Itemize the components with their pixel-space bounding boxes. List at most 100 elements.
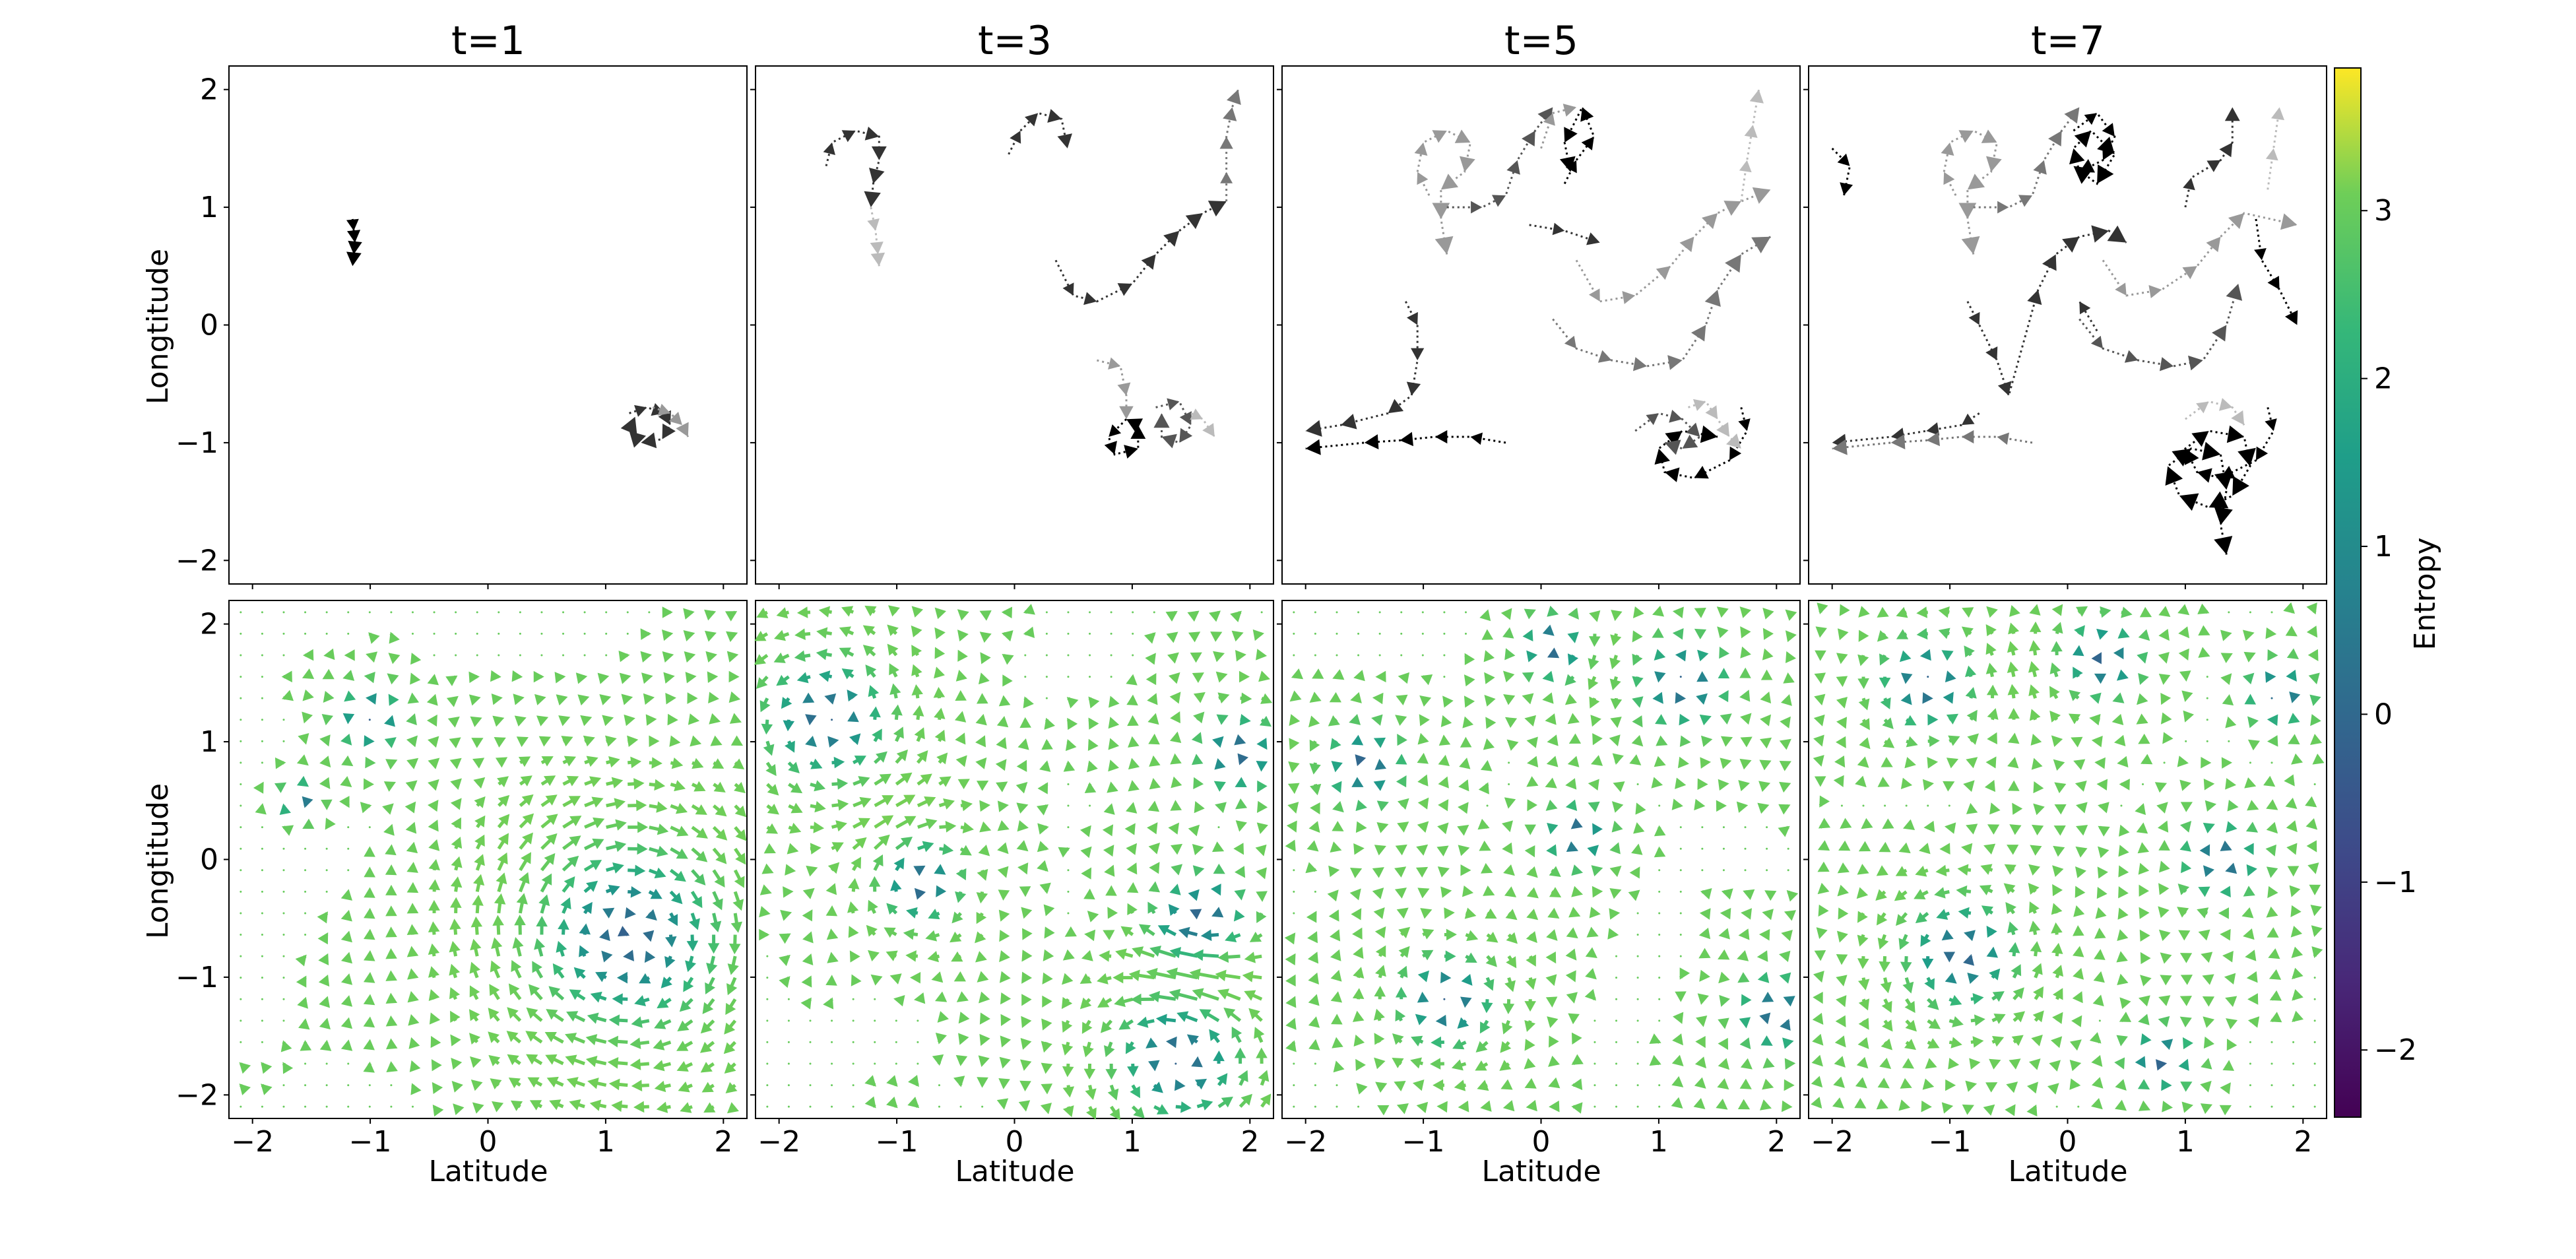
field-arrow-head [1210, 884, 1221, 896]
field-arrow-head [1375, 945, 1386, 957]
trajectory-arrow [1739, 160, 1752, 173]
field-arrow-head [1783, 996, 1795, 1007]
field-arrow-head [2005, 1104, 2016, 1116]
field-arrow-head [2154, 782, 2168, 793]
field-arrow-head [1415, 866, 1429, 878]
field-arrow-head [525, 1031, 538, 1042]
field-arrow-head [1549, 1100, 1560, 1113]
field-arrow-head [2138, 1100, 2151, 1111]
field-arrow-head [2007, 921, 2018, 934]
field-arrow-head [2033, 986, 2044, 999]
field-arrow-head [2266, 866, 2278, 878]
trajectory-arrow [1163, 230, 1180, 247]
field-arrow-head [2029, 604, 2041, 616]
field-arrow-head [2095, 907, 2107, 919]
field-arrow-head [1214, 758, 1226, 770]
trajectory-arrow [2226, 284, 2243, 301]
field-arrow-head [1444, 907, 1455, 919]
field-dot [1636, 1084, 1639, 1087]
field-dot [1089, 654, 1091, 657]
field-arrow-head [1504, 886, 1517, 897]
field-arrow-head [1858, 998, 1870, 1011]
field-arrow-head [317, 932, 329, 945]
field-arrow-head [1457, 1017, 1469, 1029]
field-arrow-head [340, 973, 353, 985]
field-arrow-head [955, 690, 967, 701]
field-dot [2270, 761, 2273, 764]
field-arrow-head [406, 713, 417, 726]
field-arrow-head [1002, 674, 1013, 687]
field-arrow-head [1899, 650, 1912, 662]
field-arrow-head [2117, 973, 2129, 986]
field-dot [325, 1062, 328, 1065]
field-arrow-head [1332, 1037, 1343, 1049]
field-dot [304, 1105, 307, 1108]
field-dot [261, 934, 263, 936]
field-arrow-head [340, 1039, 353, 1051]
field-arrow-head [2141, 1033, 2152, 1046]
field-dot [1722, 826, 1725, 829]
field-arrow-head [886, 1075, 898, 1087]
field-arrow-head [599, 929, 610, 942]
field-arrow-head [1310, 783, 1322, 796]
field-arrow-head [631, 1016, 643, 1028]
field-arrow-head [1458, 802, 1469, 814]
field-arrow-head [2158, 673, 2171, 685]
field-arrow-head [1168, 822, 1180, 835]
field-arrow-head [1454, 1080, 1466, 1091]
field-arrow-head [1017, 820, 1029, 832]
field-arrow-head [1900, 961, 1912, 973]
field-arrow-head [1966, 823, 1978, 835]
field-arrow-head [979, 1012, 990, 1025]
field-arrow-head [1435, 1014, 1447, 1027]
field-arrow-head [723, 1042, 736, 1054]
field-dot [325, 869, 328, 872]
field-arrow-head [662, 606, 673, 618]
field-arrow-head [2011, 1035, 2024, 1047]
field-arrow-head [1654, 756, 1666, 767]
field-arrow-head [1436, 845, 1449, 856]
field-arrow-head [302, 796, 313, 808]
field-arrow-head [2073, 759, 2086, 770]
field-arrow-head [1675, 649, 1687, 662]
field-arrow-head [2203, 822, 2215, 834]
field-dot [2292, 1105, 2295, 1108]
field-dot [325, 1084, 328, 1087]
field-arrow-head [886, 950, 898, 961]
field-dot [390, 1105, 393, 1108]
field-arrow-head [955, 732, 966, 745]
field-arrow-head [2139, 606, 2152, 618]
field-arrow-head [1502, 842, 1513, 855]
field-arrow-head [1919, 649, 1931, 661]
field-arrow-head [1504, 648, 1516, 661]
field-arrow-head [1983, 843, 1996, 855]
field-arrow-head [1213, 651, 1225, 662]
trajectory-arrow [1725, 434, 1741, 449]
field-arrow-head [805, 714, 817, 726]
field-arrow-head [1632, 630, 1643, 643]
field-arrow-head [1328, 909, 1339, 922]
field-arrow-head [864, 1075, 876, 1087]
field-dot [1594, 1062, 1596, 1065]
field-arrow-head [1500, 1079, 1513, 1090]
field-arrow-head [1589, 907, 1601, 919]
field-arrow-head [1672, 628, 1684, 640]
field-arrow-head [2119, 997, 2131, 1010]
field-arrow-head [1613, 781, 1625, 792]
plot-frame [755, 65, 1274, 585]
trajectory-arrow [1890, 434, 1906, 449]
field-arrow-head [2012, 987, 2024, 1000]
trajectory-arrow [2179, 493, 2199, 511]
field-dot [540, 611, 543, 614]
field-arrow-head [1136, 1016, 1149, 1028]
field-arrow-head [1781, 1100, 1793, 1113]
field-arrow-head [1526, 736, 1538, 748]
field-dot [1884, 804, 1886, 807]
field-arrow-head [1215, 802, 1227, 814]
field-arrow-head [2100, 606, 2111, 618]
trajectory-panel [1277, 65, 1801, 589]
field-arrow-head [1522, 629, 1533, 642]
field-dot [2206, 740, 2208, 742]
field-arrow-head [428, 758, 440, 769]
field-arrow-head [1592, 823, 1603, 835]
